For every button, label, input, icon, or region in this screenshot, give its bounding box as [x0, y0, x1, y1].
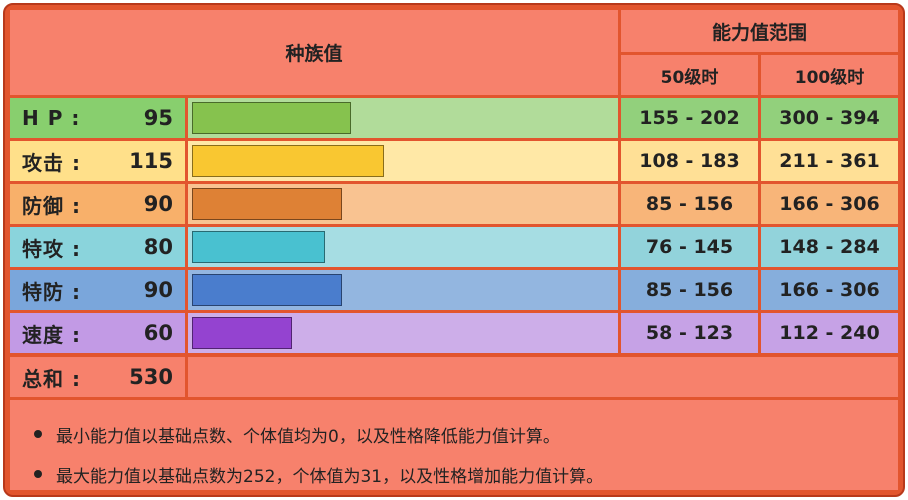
stat-label-cell: H P : 95	[10, 98, 185, 138]
range50-cell: 58 - 123	[621, 313, 758, 353]
stat-bar	[192, 102, 351, 134]
stat-bar	[192, 317, 292, 349]
stat-bar	[192, 145, 384, 177]
stat-bar-cell	[188, 98, 618, 138]
stat-value: 95	[143, 106, 173, 130]
stat-bar-cell	[188, 227, 618, 267]
stat-range-header: 能力值范围	[621, 10, 898, 52]
base-stats-header: 种族值	[10, 10, 618, 95]
stat-bar-cell	[188, 184, 618, 224]
stat-bar-cell	[188, 270, 618, 310]
stat-range-title: 能力值范围	[711, 21, 807, 44]
total-empty-cell	[188, 357, 898, 397]
level50-header: 50级时	[621, 55, 758, 95]
range50-cell: 76 - 145	[621, 227, 758, 267]
level100-header: 100级时	[761, 55, 898, 95]
range100-cell: 211 - 361	[761, 141, 898, 181]
range100-cell: 300 - 394	[761, 98, 898, 138]
range50-cell: 108 - 183	[621, 141, 758, 181]
note-text: 最小能力值以基础点数、个体值均为0，以及性格降低能力值计算。	[56, 426, 560, 447]
range100-cell: 166 - 306	[761, 270, 898, 310]
note-text: 最大能力值以基础点数为252，个体值为31，以及性格增加能力值计算。	[56, 466, 604, 487]
bullet-icon	[34, 430, 42, 438]
stat-bar-cell	[188, 313, 618, 353]
stat-name: 特攻 :	[22, 236, 81, 261]
range100-cell: 166 - 306	[761, 184, 898, 224]
stat-name: 攻击 :	[22, 150, 81, 175]
note-item: 最大能力值以基础点数为252，个体值为31，以及性格增加能力值计算。	[34, 454, 898, 494]
total-value: 530	[129, 365, 173, 389]
stat-value: 90	[143, 278, 173, 302]
stat-label-cell: 特攻 : 80	[10, 227, 185, 267]
stat-label-cell: 攻击 : 115	[10, 141, 185, 181]
stat-name: H P :	[22, 106, 81, 130]
stat-value: 115	[129, 149, 173, 173]
note-item: 最小能力值以基础点数、个体值均为0，以及性格降低能力值计算。	[34, 414, 898, 454]
stat-label-cell: 防御 : 90	[10, 184, 185, 224]
stat-name: 特防 :	[22, 279, 81, 304]
stat-value: 80	[143, 235, 173, 259]
base-stats-title: 种族值	[285, 43, 343, 65]
stat-value: 90	[143, 192, 173, 216]
stat-label-cell: 速度 : 60	[10, 313, 185, 353]
stat-bar	[192, 274, 342, 306]
range50-cell: 85 - 156	[621, 184, 758, 224]
stat-name: 速度 :	[22, 322, 81, 347]
range50-cell: 155 - 202	[621, 98, 758, 138]
range50-cell: 85 - 156	[621, 270, 758, 310]
stat-bar	[192, 231, 325, 263]
range100-cell: 112 - 240	[761, 313, 898, 353]
stat-bar-cell	[188, 141, 618, 181]
level100-title: 100级时	[794, 67, 865, 88]
notes-section: 最小能力值以基础点数、个体值均为0，以及性格降低能力值计算。 最大能力值以基础点…	[10, 400, 898, 490]
stat-bar	[192, 188, 342, 220]
level50-title: 50级时	[660, 67, 719, 88]
stat-value: 60	[143, 321, 173, 345]
total-label-cell: 总和 : 530	[10, 357, 185, 397]
range100-cell: 148 - 284	[761, 227, 898, 267]
stats-table: 种族值 能力值范围 50级时 100级时 H P : 95 155 - 202 300…	[3, 3, 905, 497]
stat-label-cell: 特防 : 90	[10, 270, 185, 310]
total-name: 总和 :	[22, 366, 81, 391]
bullet-icon	[34, 470, 42, 478]
stat-name: 防御 :	[22, 193, 81, 218]
